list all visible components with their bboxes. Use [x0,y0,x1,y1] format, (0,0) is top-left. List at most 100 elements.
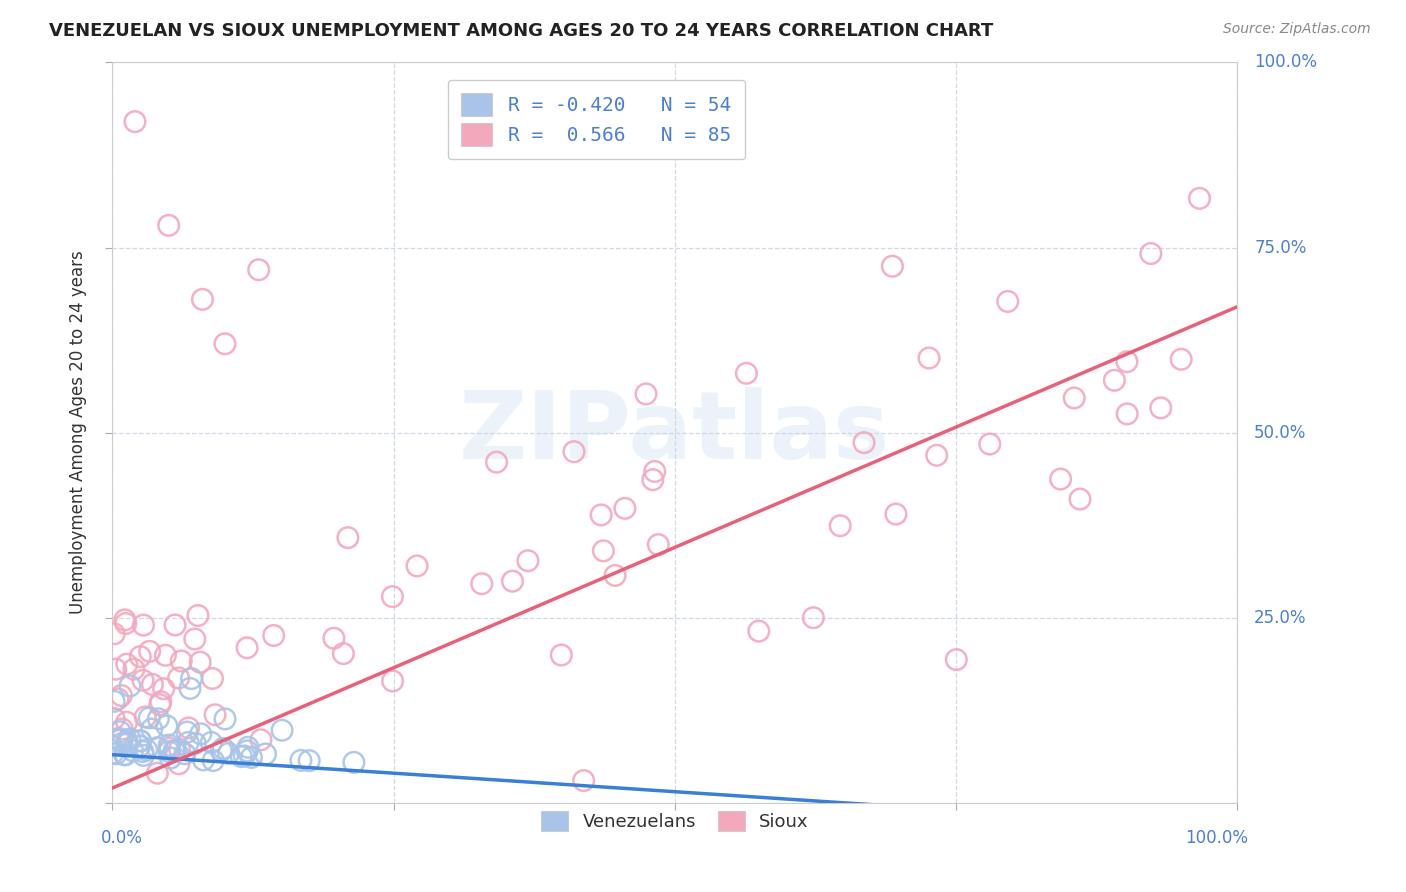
Point [179,681,201,696]
Point [115,737,138,751]
Point [336,531,359,545]
Point [141,677,163,691]
Point [1049,472,1071,486]
Point [214,336,236,351]
Point [103,712,125,726]
Point [110,689,132,703]
Point [138,711,160,725]
Point [115,657,138,672]
Point [114,613,136,627]
Point [997,294,1019,309]
Point [104,662,127,676]
Point [148,712,170,726]
Point [167,756,190,771]
Point [231,749,253,764]
Point [103,694,125,708]
Point [1150,401,1173,415]
Point [149,695,172,709]
Point [236,640,259,655]
Point [882,259,904,273]
Point [159,741,181,756]
Point [1170,352,1192,367]
Point [165,618,187,632]
Point [157,219,180,233]
Point [188,655,211,669]
Point [180,672,202,686]
Point [163,744,186,758]
Text: 25.0%: 25.0% [1254,608,1306,627]
Point [1069,492,1091,507]
Point [173,747,195,761]
Point [884,507,907,521]
Point [979,437,1001,451]
Point [853,435,876,450]
Point [254,747,277,761]
Point [1188,191,1211,205]
Point [298,754,321,768]
Point [290,753,312,767]
Point [516,554,538,568]
Point [146,766,169,780]
Point [1116,354,1139,368]
Point [129,649,152,664]
Point [135,743,157,757]
Point [141,722,163,736]
Point [236,744,259,758]
Point [108,724,131,739]
Point [240,750,263,764]
Point [132,673,155,688]
Point [200,735,222,749]
Point [163,744,186,758]
Point [108,731,131,746]
Point [201,672,224,686]
Point [485,455,508,469]
Text: VENEZUELAN VS SIOUX UNEMPLOYMENT AMONG AGES 20 TO 24 YEARS CORRELATION CHART: VENEZUELAN VS SIOUX UNEMPLOYMENT AMONG A… [49,22,994,40]
Point [155,648,177,663]
Point [501,574,523,589]
Point [118,731,141,746]
Legend: Venezuelans, Sioux: Venezuelans, Sioux [534,804,815,838]
Point [735,367,758,381]
Point [176,725,198,739]
Point [613,501,636,516]
Point [191,293,214,307]
Point [592,544,614,558]
Point [212,741,235,756]
Point [591,508,613,522]
Point [159,751,181,765]
Text: 75.0%: 75.0% [1254,238,1306,257]
Point [114,747,136,762]
Point [925,448,948,462]
Point [271,723,294,738]
Text: 100.0%: 100.0% [1185,829,1249,847]
Point [170,654,193,668]
Point [562,444,585,458]
Point [114,616,136,631]
Point [343,756,366,770]
Text: Source: ZipAtlas.com: Source: ZipAtlas.com [1223,22,1371,37]
Point [190,727,212,741]
Point [381,673,404,688]
Point [1116,407,1139,421]
Point [111,722,134,736]
Point [332,647,354,661]
Point [138,644,160,658]
Point [218,747,240,761]
Point [167,671,190,685]
Point [1104,373,1126,387]
Point [146,740,169,755]
Point [121,744,143,758]
Point [236,740,259,755]
Point [152,681,174,696]
Point [1140,246,1163,260]
Point [945,652,967,666]
Point [204,707,226,722]
Point [157,745,180,759]
Point [214,712,236,726]
Point [177,721,200,735]
Point [101,746,124,760]
Point [128,739,150,753]
Point [107,692,129,706]
Point [115,734,138,748]
Point [644,465,666,479]
